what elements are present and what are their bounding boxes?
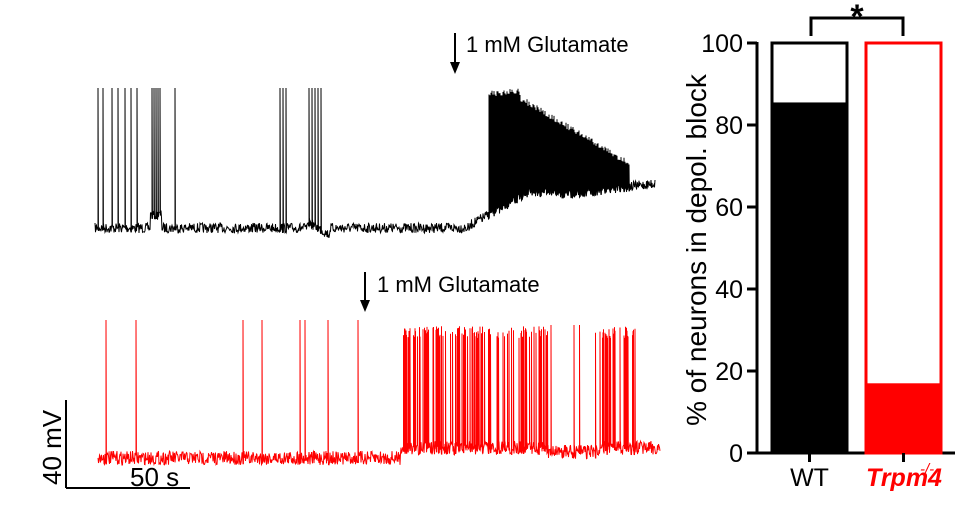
wt-stimulus-arrowhead [450, 62, 460, 74]
y-tick-label: 40 [715, 276, 743, 304]
significance-bracket-line [809, 16, 905, 36]
scale-bar-time-label: 50 s [130, 462, 179, 492]
y-tick-label: 80 [715, 112, 743, 140]
ko-voltage-trace [97, 319, 661, 467]
wt-stimulus-label: 1 mM Glutamate [466, 32, 629, 57]
x-label-ko-superscript: -/- [920, 461, 934, 478]
bars [770, 41, 943, 462]
wt-voltage-trace [94, 87, 656, 238]
bar-chart: % of neurons in depol. block 0 20 40 60 80 10… [681, 0, 955, 492]
wt-trace-panel: 1 mM Glutamate [94, 32, 656, 238]
bar-fill-0 [772, 102, 847, 453]
significance-bracket: * [809, 0, 905, 36]
ko-stimulus-label: 1 mM Glutamate [377, 272, 540, 297]
scale-bar: 40 mV 50 s [37, 400, 190, 492]
y-tick-label: 100 [701, 30, 743, 58]
scale-bar-voltage-label: 40 mV [37, 409, 67, 485]
x-axis-labels: WT Trpm4-/- [790, 461, 942, 492]
ko-trace-panel: 1 mM Glutamate [97, 272, 661, 467]
bar-fill-1 [866, 383, 941, 453]
significance-star: * [850, 0, 864, 36]
y-tick-label: 60 [715, 194, 743, 222]
ko-stimulus-arrowhead [360, 300, 370, 312]
y-tick-label: 20 [715, 358, 743, 386]
x-label-wt: WT [790, 464, 829, 492]
x-label-ko: Trpm4 [866, 464, 942, 492]
y-tick-label: 0 [729, 440, 743, 468]
y-axis-label: % of neurons in depol. block [681, 73, 712, 426]
